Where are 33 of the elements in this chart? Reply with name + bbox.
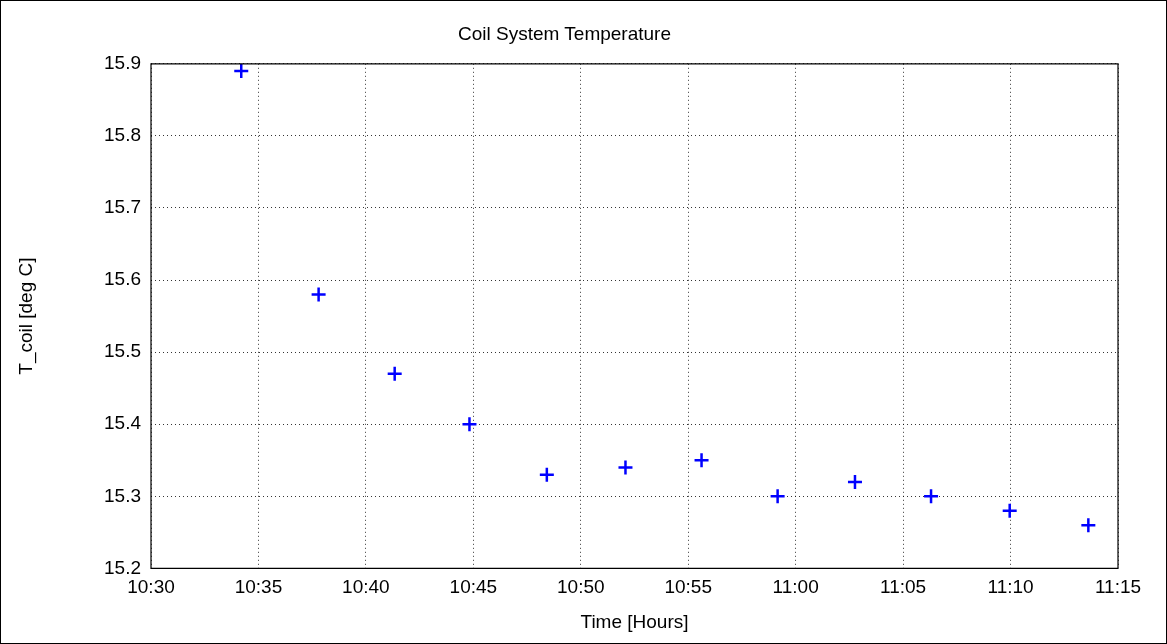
x-tick-label: 10:45 [449,576,498,598]
point [461,415,478,433]
x-tick-label: 10:40 [342,576,390,598]
y-axis-title: T_coil [deg C] [14,257,37,375]
y-tick-label: 15.2 [104,556,141,578]
y-tick-label: 15.8 [104,124,141,146]
point [617,459,634,476]
y-tick-label: 15.3 [104,484,141,506]
point [846,473,864,491]
point [922,488,940,505]
y-tick-label: 15.7 [104,196,141,218]
point [693,452,710,469]
y-tick-label: 15.9 [104,52,141,74]
x-tick-label: 10:50 [557,576,605,598]
y-tick-label: 15.6 [104,268,141,290]
y-tick-label: 15.4 [104,412,142,434]
y-tick-label: 15.5 [104,340,141,362]
x-tick-label: 11:05 [880,576,927,598]
point [233,63,250,80]
point [1080,516,1097,534]
x-tick-label: 10:30 [127,576,175,598]
point [310,286,327,303]
x-tick-label: 10:55 [664,576,712,598]
x-tick-label: 11:00 [772,576,819,598]
x-axis-title: Time [Hours] [580,610,689,632]
x-tick-label: 11:15 [1094,576,1142,598]
point [386,365,403,383]
chart-title: Coil System Temperature [458,22,671,44]
x-tick-label: 11:10 [987,576,1034,598]
x-tick-label: 10:35 [234,576,283,598]
point [538,466,556,483]
point [1001,502,1018,519]
point [769,488,786,505]
